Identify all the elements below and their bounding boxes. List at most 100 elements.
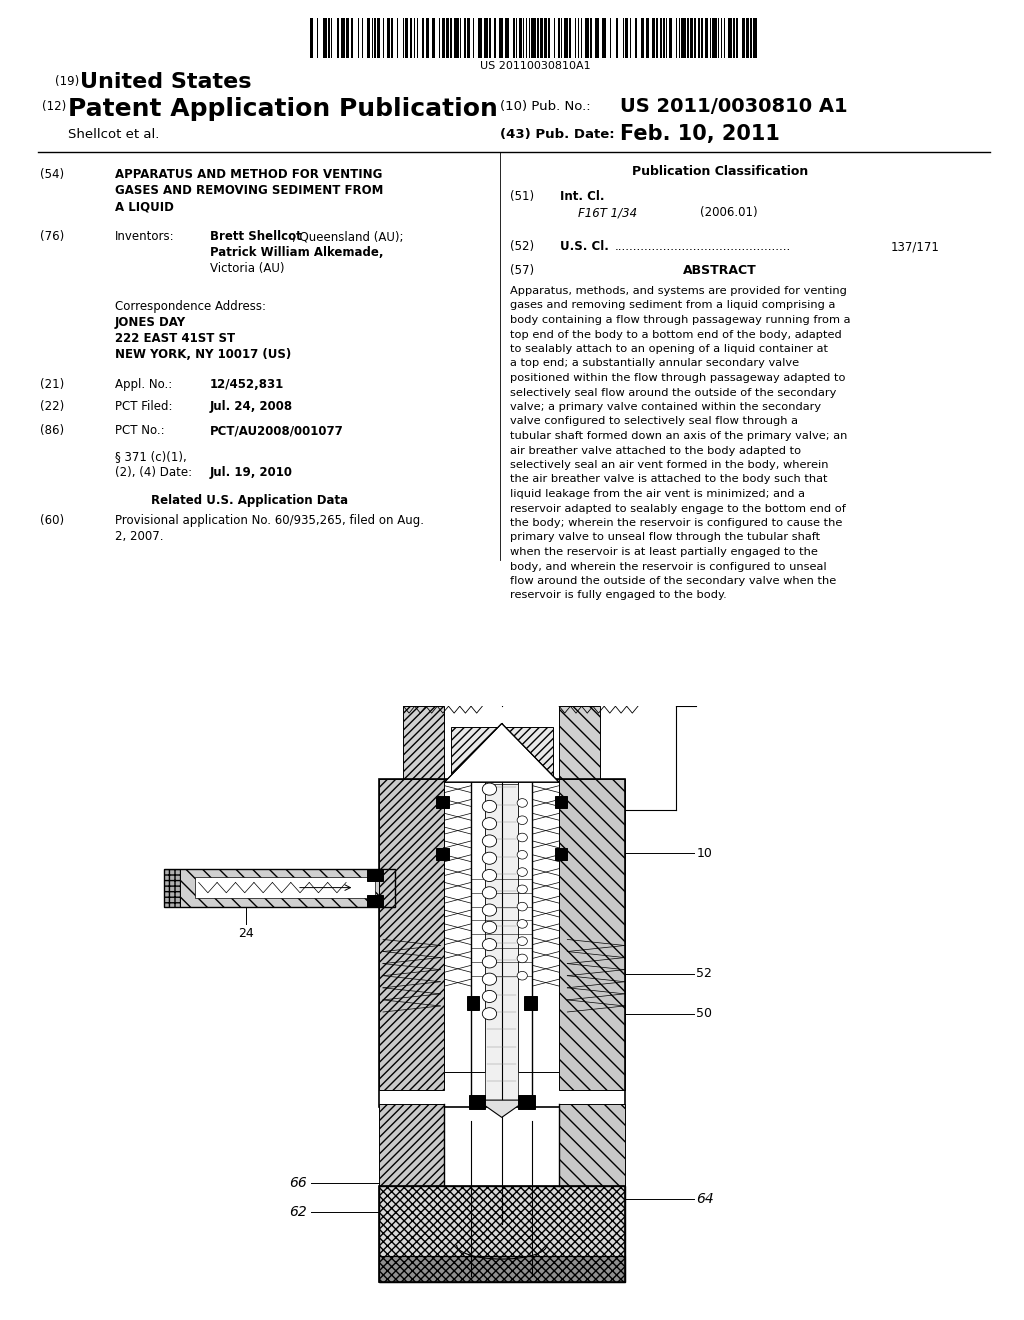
Bar xyxy=(379,779,625,1107)
Bar xyxy=(310,18,312,58)
Bar xyxy=(446,18,449,58)
Polygon shape xyxy=(477,1100,526,1117)
Bar xyxy=(559,1104,625,1189)
Bar xyxy=(337,18,339,58)
Text: Patrick William Alkemade,: Patrick William Alkemade, xyxy=(210,246,384,259)
Text: Shellcot et al.: Shellcot et al. xyxy=(68,128,160,141)
Bar xyxy=(367,895,383,907)
Bar xyxy=(361,18,364,58)
Bar xyxy=(387,18,390,58)
Bar xyxy=(460,18,462,58)
Bar xyxy=(402,18,403,58)
Text: NEW YORK, NY 10017 (US): NEW YORK, NY 10017 (US) xyxy=(115,348,291,360)
Bar xyxy=(164,869,395,907)
Text: (43) Pub. Date:: (43) Pub. Date: xyxy=(500,128,614,141)
Bar xyxy=(379,1104,444,1189)
Bar xyxy=(698,18,699,58)
Text: , Queensland (AU);: , Queensland (AU); xyxy=(292,230,403,243)
Bar xyxy=(455,18,459,58)
Bar xyxy=(444,779,485,1072)
Bar xyxy=(426,18,429,58)
Text: top end of the body to a bottom end of the body, adapted: top end of the body to a bottom end of t… xyxy=(510,330,842,339)
Text: (10) Pub. No.:: (10) Pub. No.: xyxy=(500,100,591,114)
Text: Publication Classification: Publication Classification xyxy=(632,165,808,178)
Text: tubular shaft formed down an axis of the primary valve; an: tubular shaft formed down an axis of the… xyxy=(510,432,848,441)
Bar xyxy=(464,18,466,58)
Text: when the reservoir is at least partially engaged to the: when the reservoir is at least partially… xyxy=(510,546,818,557)
Bar xyxy=(559,706,600,792)
Bar xyxy=(564,18,568,58)
Bar xyxy=(528,18,530,58)
Bar xyxy=(660,18,662,58)
Bar xyxy=(630,18,631,58)
Text: gases and removing sediment from a liquid comprising a: gases and removing sediment from a liqui… xyxy=(510,301,836,310)
Text: Jul. 19, 2010: Jul. 19, 2010 xyxy=(210,466,293,479)
Bar xyxy=(500,18,504,58)
Text: 137/171: 137/171 xyxy=(891,240,940,253)
Text: Related U.S. Application Data: Related U.S. Application Data xyxy=(152,494,348,507)
Text: reservoir is fully engaged to the body.: reservoir is fully engaged to the body. xyxy=(510,590,727,601)
Bar xyxy=(350,18,353,58)
Bar xyxy=(523,18,524,58)
Circle shape xyxy=(482,853,497,865)
Bar xyxy=(544,18,547,58)
Text: (86): (86) xyxy=(40,424,65,437)
Text: body, and wherein the reservoir is configured to unseal: body, and wherein the reservoir is confi… xyxy=(510,561,826,572)
Bar xyxy=(473,18,474,58)
Bar xyxy=(736,18,737,58)
Bar xyxy=(635,18,637,58)
Text: 10: 10 xyxy=(696,846,713,859)
Circle shape xyxy=(482,800,497,812)
Bar xyxy=(721,18,722,58)
Text: F16T 1/34: F16T 1/34 xyxy=(578,206,637,219)
Bar xyxy=(518,1094,535,1109)
Text: Brett Shellcot: Brett Shellcot xyxy=(210,230,302,243)
Text: 62: 62 xyxy=(290,1205,307,1220)
Text: Patent Application Publication: Patent Application Publication xyxy=(68,96,498,121)
Bar xyxy=(669,18,672,58)
Text: 64: 64 xyxy=(696,1192,714,1205)
Circle shape xyxy=(517,833,527,842)
Bar xyxy=(379,1187,625,1282)
Bar xyxy=(687,18,688,58)
Text: 24: 24 xyxy=(238,928,254,940)
Text: (21): (21) xyxy=(40,378,65,391)
Bar xyxy=(741,18,744,58)
Bar xyxy=(601,18,606,58)
Bar xyxy=(516,18,517,58)
Text: (2006.01): (2006.01) xyxy=(700,206,758,219)
Bar xyxy=(646,18,649,58)
Circle shape xyxy=(517,937,527,945)
Bar xyxy=(403,706,444,792)
Text: positioned within the flow through passageway adapted to: positioned within the flow through passa… xyxy=(510,374,846,383)
Bar xyxy=(174,869,379,907)
Circle shape xyxy=(482,973,497,985)
Bar xyxy=(682,18,686,58)
Bar xyxy=(513,18,515,58)
Text: (19): (19) xyxy=(55,75,79,88)
Bar xyxy=(164,869,180,907)
Bar xyxy=(478,18,482,58)
Text: (54): (54) xyxy=(40,168,65,181)
Bar xyxy=(519,18,521,58)
Text: 50: 50 xyxy=(696,1007,713,1020)
Text: § 371 (c)(1),: § 371 (c)(1), xyxy=(115,450,186,463)
Text: (57): (57) xyxy=(510,264,535,277)
Bar xyxy=(641,18,644,58)
Bar xyxy=(397,18,398,58)
Circle shape xyxy=(482,887,497,899)
Circle shape xyxy=(517,850,527,859)
Bar xyxy=(379,779,444,1090)
Text: (2), (4) Date:: (2), (4) Date: xyxy=(115,466,193,479)
Bar xyxy=(467,997,479,1010)
Bar xyxy=(441,18,444,58)
Bar xyxy=(581,18,582,58)
Bar xyxy=(377,18,380,58)
Bar xyxy=(569,18,570,58)
Text: valve; a primary valve contained within the secondary: valve; a primary valve contained within … xyxy=(510,403,821,412)
Text: Jul. 24, 2008: Jul. 24, 2008 xyxy=(210,400,293,413)
Bar xyxy=(436,847,449,859)
Bar xyxy=(753,18,757,58)
Bar xyxy=(548,18,550,58)
Bar xyxy=(585,18,589,58)
